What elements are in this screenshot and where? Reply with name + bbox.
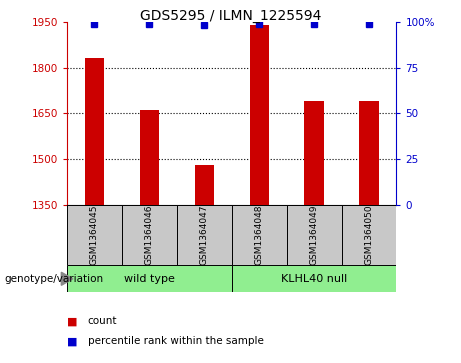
Text: GSM1364045: GSM1364045: [90, 205, 99, 265]
Text: percentile rank within the sample: percentile rank within the sample: [88, 336, 264, 346]
Bar: [122, 205, 177, 265]
Text: genotype/variation: genotype/variation: [5, 274, 104, 284]
Bar: [85, 58, 104, 205]
Bar: [177, 205, 231, 265]
Text: GSM1364047: GSM1364047: [200, 205, 209, 265]
Bar: [249, 25, 269, 205]
Bar: [140, 110, 159, 205]
Text: KLHL40 null: KLHL40 null: [281, 274, 347, 284]
Text: GSM1364049: GSM1364049: [309, 205, 319, 265]
Text: ■: ■: [67, 336, 77, 346]
Text: GSM1364046: GSM1364046: [145, 205, 154, 265]
Text: ■: ■: [67, 316, 77, 326]
Bar: [195, 166, 214, 205]
Bar: [360, 101, 378, 205]
Bar: [231, 265, 396, 292]
Text: GDS5295 / ILMN_1225594: GDS5295 / ILMN_1225594: [140, 9, 321, 23]
Bar: [287, 205, 342, 265]
Bar: [304, 101, 324, 205]
Polygon shape: [61, 272, 73, 285]
Bar: [231, 205, 287, 265]
Text: count: count: [88, 316, 117, 326]
Text: GSM1364048: GSM1364048: [254, 205, 264, 265]
Text: GSM1364050: GSM1364050: [365, 205, 373, 265]
Text: wild type: wild type: [124, 274, 175, 284]
Bar: [342, 205, 396, 265]
Bar: [67, 205, 122, 265]
Bar: [67, 265, 231, 292]
